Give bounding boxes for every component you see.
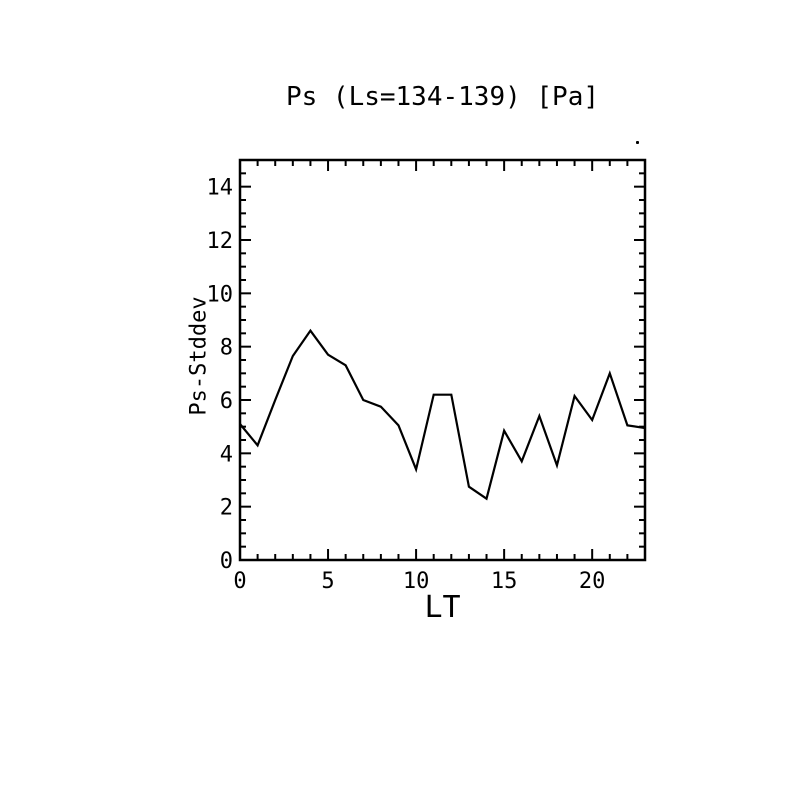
x-tick-label: 5 <box>321 569 334 594</box>
y-tick-label: 14 <box>207 176 234 201</box>
y-tick-label: 0 <box>220 549 233 574</box>
chart-title: Ps (Ls=134-139) [Pa] <box>285 82 600 112</box>
stray-dot-mark <box>636 141 639 144</box>
y-tick-label: 6 <box>220 389 233 414</box>
y-tick-label: 2 <box>220 496 233 521</box>
y-tick-label: 12 <box>207 229 234 254</box>
y-tick-label: 8 <box>220 336 233 361</box>
x-axis-label: LT <box>424 590 461 625</box>
x-tick-label: 20 <box>579 569 606 594</box>
plot-frame <box>238 158 647 562</box>
x-tick-label: 10 <box>403 569 430 594</box>
x-tick-label: 0 <box>233 569 246 594</box>
data-line <box>239 328 646 501</box>
x-tick-label: 15 <box>491 569 518 594</box>
y-tick-label: 10 <box>207 282 234 307</box>
y-tick-label: 4 <box>220 442 233 467</box>
